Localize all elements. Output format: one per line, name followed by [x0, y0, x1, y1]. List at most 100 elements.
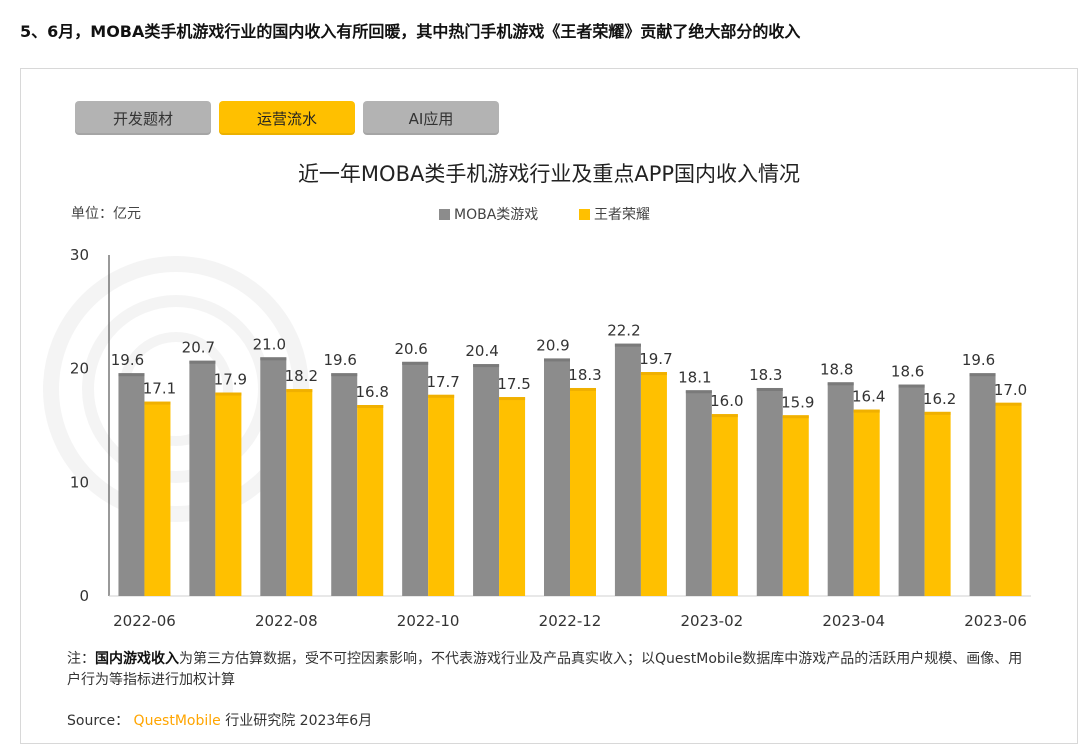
tab-operating-revenue[interactable]: 运营流水: [219, 101, 355, 135]
value-label: 16.8: [356, 383, 389, 401]
x-tick-label: 2023-02: [681, 612, 744, 630]
bar-top-edge: [189, 360, 216, 364]
tab-ai-application[interactable]: AI应用: [363, 101, 499, 135]
value-label: 18.6: [891, 363, 924, 381]
unit-label: 单位：亿元: [71, 206, 141, 222]
value-label: 18.3: [749, 366, 782, 384]
bar-moba: [827, 382, 854, 596]
source-brand: QuestMobile: [133, 713, 221, 729]
x-tick-label: 2022-12: [539, 612, 602, 630]
x-tick-label: 2022-06: [113, 612, 176, 630]
value-label: 20.6: [394, 340, 427, 358]
bar-wzry: [215, 392, 242, 596]
bar-wzry: [357, 405, 384, 596]
bar-body: [215, 392, 242, 596]
tab-bar: 开发题材 运营流水 AI应用: [75, 101, 499, 135]
bar-wzry: [711, 414, 738, 596]
bar-body: [118, 373, 145, 596]
chart-title: 近一年MOBA类手机游戏行业及重点APP国内收入情况: [298, 162, 800, 186]
bar-body: [782, 415, 809, 596]
x-tick-label: 2022-08: [255, 612, 318, 630]
bar-top-edge: [614, 343, 641, 347]
bar-body: [827, 382, 854, 596]
source-line: Source： QuestMobile 行业研究院 2023年6月: [67, 710, 372, 730]
bar-moba: [473, 364, 500, 596]
bar-body: [570, 387, 596, 596]
value-label: 18.3: [568, 366, 601, 384]
bar-body: [286, 389, 313, 596]
bar-wzry: [924, 411, 951, 596]
bar-wzry: [640, 372, 667, 596]
bar-body: [428, 394, 455, 596]
bar-body: [144, 401, 171, 596]
y-tick-label: 0: [79, 587, 89, 605]
bar-body: [189, 360, 216, 596]
y-tick-label: 20: [70, 360, 89, 378]
bar-top-edge: [260, 357, 287, 361]
bar-top-edge: [144, 401, 171, 405]
legend-label-1: 王者荣耀: [594, 207, 650, 223]
x-tick-label: 2023-04: [822, 612, 885, 630]
page-headline: 5、6月，MOBA类手机游戏行业的国内收入有所回暖，其中热门手机游戏《王者荣耀》…: [20, 22, 801, 41]
bar-wzry: [144, 401, 171, 596]
value-label: 18.8: [820, 360, 853, 378]
bar-top-edge: [215, 392, 242, 396]
bar-moba: [118, 373, 145, 596]
footnote-text: 为第三方估算数据，受不可控因素影响，不代表游戏行业及产品真实收入；以QuestM…: [67, 651, 1023, 688]
bar-body: [331, 373, 358, 596]
bar-top-edge: [499, 397, 526, 401]
value-label: 17.0: [994, 381, 1027, 399]
value-label: 17.5: [497, 375, 530, 393]
bar-top-edge: [924, 411, 951, 415]
value-label: 21.0: [253, 335, 286, 353]
bar-top-edge: [685, 390, 712, 394]
bar-moba: [331, 373, 358, 596]
bar-moba: [614, 343, 641, 596]
chart-axes: 0 10 20 30 2022-06 2022-08 2022-10 2022-12 2023-…: [70, 246, 1031, 630]
bar-top-edge: [969, 373, 996, 377]
bar-body: [924, 411, 951, 596]
bar-body: [711, 414, 738, 596]
bar-wzry: [428, 394, 455, 596]
bar-wzry: [853, 409, 880, 596]
bar-body: [357, 405, 384, 596]
bar-moba: [969, 373, 996, 596]
bar-body: [260, 357, 287, 596]
bar-top-edge: [640, 372, 667, 376]
footnote-term: 国内游戏收入: [95, 651, 179, 667]
value-label: 20.9: [536, 336, 569, 354]
bar-wzry: [286, 389, 313, 596]
bar-body: [499, 397, 526, 596]
bar-top-edge: [570, 387, 596, 391]
bar-top-edge: [428, 394, 455, 398]
bar-moba: [544, 358, 570, 596]
bar-top-edge: [544, 358, 570, 362]
bar-top-edge: [782, 415, 809, 419]
legend-label-0: MOBA类游戏: [454, 207, 538, 223]
bar-body: [969, 373, 996, 596]
chart-panel: 开发题材 运营流水 AI应用 近一年MOBA类手机游戏行业及重点APP国内收入情…: [20, 68, 1078, 744]
chart-bars: [118, 343, 1022, 596]
value-label: 17.7: [426, 373, 459, 391]
bar-top-edge: [827, 382, 854, 386]
bar-moba: [685, 390, 712, 596]
chart-legend: MOBA类游戏 王者荣耀: [439, 207, 650, 223]
bar-body: [853, 409, 880, 596]
value-label: 22.2: [607, 322, 640, 340]
bar-body: [640, 372, 667, 596]
legend-swatch-1: [579, 209, 590, 220]
bar-moba: [402, 361, 429, 596]
bar-top-edge: [402, 361, 429, 365]
y-tick-label: 10: [70, 473, 89, 491]
value-label: 15.9: [781, 393, 814, 411]
bar-top-edge: [331, 373, 358, 377]
source-label: Source：: [67, 713, 130, 729]
bar-wzry: [570, 387, 596, 596]
bar-body: [544, 358, 570, 596]
bar-body: [995, 402, 1022, 596]
footnote-prefix: 注：: [67, 651, 95, 667]
value-label: 20.4: [465, 342, 498, 360]
bar-top-edge: [898, 384, 925, 388]
value-label: 17.9: [214, 371, 247, 389]
tab-development-theme[interactable]: 开发题材: [75, 101, 211, 135]
